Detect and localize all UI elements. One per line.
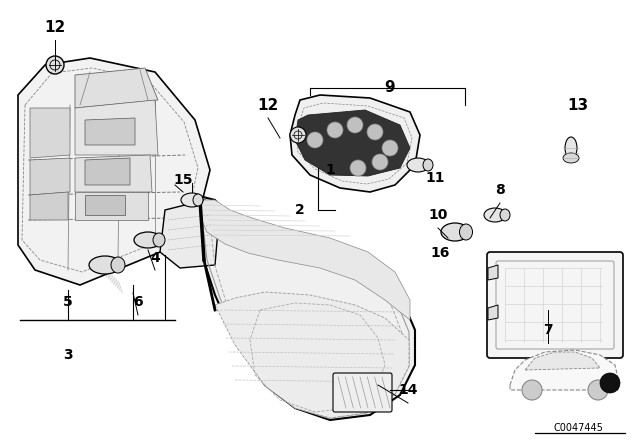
Ellipse shape [181,193,203,207]
Circle shape [372,154,388,170]
Polygon shape [200,200,410,320]
Text: 15: 15 [173,173,193,187]
Polygon shape [290,95,420,192]
Polygon shape [75,192,148,220]
Circle shape [347,117,363,133]
Text: 5: 5 [63,295,73,309]
Ellipse shape [500,209,510,221]
Text: 13: 13 [568,98,589,112]
Polygon shape [75,155,152,192]
Ellipse shape [563,153,579,163]
Text: 1: 1 [325,163,335,177]
Ellipse shape [134,232,162,248]
Ellipse shape [460,224,472,240]
Ellipse shape [89,256,121,274]
Ellipse shape [441,223,469,241]
Polygon shape [488,305,498,320]
Ellipse shape [484,208,506,222]
Polygon shape [85,118,135,145]
FancyBboxPatch shape [487,252,623,358]
FancyBboxPatch shape [333,373,392,412]
Polygon shape [30,192,68,220]
Polygon shape [525,352,600,370]
Text: 3: 3 [63,348,73,362]
Ellipse shape [193,194,203,206]
Polygon shape [488,265,498,280]
Text: 12: 12 [44,21,66,35]
Text: C0047445: C0047445 [553,423,603,433]
Text: 6: 6 [133,295,143,309]
Circle shape [327,122,343,138]
Polygon shape [30,108,70,158]
Circle shape [522,380,542,400]
Ellipse shape [153,233,165,247]
Polygon shape [295,110,410,176]
Text: 2: 2 [295,203,305,217]
Polygon shape [215,292,409,418]
Polygon shape [30,158,70,195]
Polygon shape [195,195,415,420]
Text: 14: 14 [398,383,418,397]
Ellipse shape [111,257,125,273]
Circle shape [588,380,608,400]
Circle shape [46,56,64,74]
Ellipse shape [565,137,577,159]
Ellipse shape [423,159,433,171]
Polygon shape [510,350,618,390]
Polygon shape [160,200,218,268]
Polygon shape [18,58,210,285]
Circle shape [350,160,366,176]
Text: 4: 4 [150,251,160,265]
Polygon shape [75,68,158,108]
Text: 9: 9 [385,81,396,95]
Circle shape [367,124,383,140]
Text: 11: 11 [425,171,445,185]
Text: 12: 12 [257,98,278,112]
Polygon shape [85,195,125,215]
Circle shape [382,140,398,156]
Text: 10: 10 [428,208,448,222]
Polygon shape [75,100,158,155]
Circle shape [307,132,323,148]
Circle shape [290,127,306,143]
Text: 7: 7 [543,323,553,337]
Text: 16: 16 [430,246,450,260]
Text: 8: 8 [495,183,505,197]
Circle shape [600,373,620,393]
Ellipse shape [407,158,429,172]
Polygon shape [85,158,130,185]
